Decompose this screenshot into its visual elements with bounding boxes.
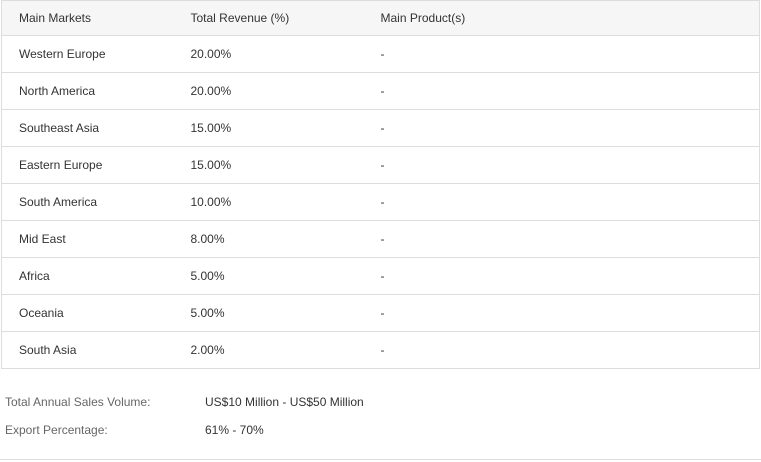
market-product: - (380, 72, 760, 110)
market-name: Southeast Asia (1, 109, 191, 147)
market-revenue: 15.00% (190, 109, 381, 147)
table-row: Eastern Europe 15.00% - (1, 146, 760, 184)
table-row: Africa 5.00% - (1, 257, 760, 295)
table-header-row: Main Markets Total Revenue (%) Main Prod… (1, 0, 760, 36)
table-row: Western Europe 20.00% - (1, 35, 760, 73)
section-divider (0, 459, 761, 460)
export-percentage-row: Export Percentage: 61% - 70% (5, 418, 760, 446)
market-product: - (380, 294, 760, 332)
market-name: South America (1, 183, 191, 221)
market-revenue: 10.00% (190, 183, 381, 221)
header-main-markets: Main Markets (1, 0, 191, 36)
main-markets-table: Main Markets Total Revenue (%) Main Prod… (1, 0, 760, 369)
market-name: Mid East (1, 220, 191, 258)
market-name: Oceania (1, 294, 191, 332)
market-revenue: 5.00% (190, 294, 381, 332)
market-revenue: 5.00% (190, 257, 381, 295)
market-product: - (380, 331, 760, 369)
market-name: Western Europe (1, 35, 191, 73)
sales-volume-row: Total Annual Sales Volume: US$10 Million… (5, 390, 760, 418)
market-revenue: 15.00% (190, 146, 381, 184)
market-product: - (380, 257, 760, 295)
table-row: Oceania 5.00% - (1, 294, 760, 332)
table-row: South Asia 2.00% - (1, 331, 760, 369)
market-name: North America (1, 72, 191, 110)
trade-summary: Total Annual Sales Volume: US$10 Million… (5, 390, 760, 446)
market-revenue: 20.00% (190, 72, 381, 110)
table-row: Mid East 8.00% - (1, 220, 760, 258)
market-product: - (380, 146, 760, 184)
header-main-products: Main Product(s) (380, 0, 760, 36)
market-product: - (380, 220, 760, 258)
header-total-revenue: Total Revenue (%) (190, 0, 381, 36)
market-revenue: 20.00% (190, 35, 381, 73)
market-product: - (380, 109, 760, 147)
market-revenue: 2.00% (190, 331, 381, 369)
table-row: Southeast Asia 15.00% - (1, 109, 760, 147)
market-name: South Asia (1, 331, 191, 369)
market-name: Africa (1, 257, 191, 295)
export-percentage-label: Export Percentage: (5, 423, 108, 437)
table-row: North America 20.00% - (1, 72, 760, 110)
market-product: - (380, 35, 760, 73)
sales-volume-label: Total Annual Sales Volume: (5, 395, 151, 409)
market-name: Eastern Europe (1, 146, 191, 184)
export-percentage-value: 61% - 70% (205, 423, 264, 437)
table-row: South America 10.00% - (1, 183, 760, 221)
market-revenue: 8.00% (190, 220, 381, 258)
market-product: - (380, 183, 760, 221)
sales-volume-value: US$10 Million - US$50 Million (205, 395, 364, 409)
